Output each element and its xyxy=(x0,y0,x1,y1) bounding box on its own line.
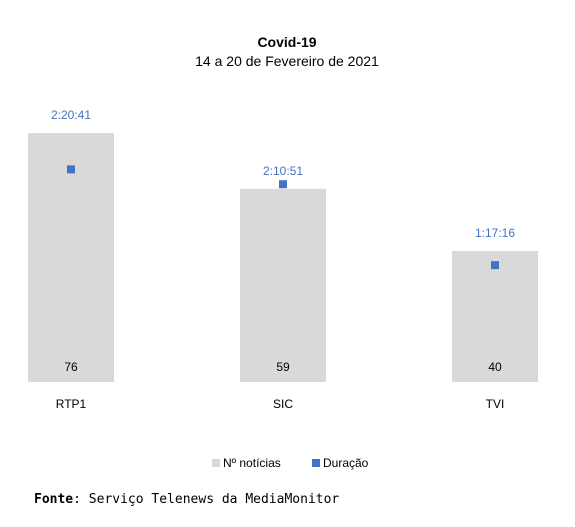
source-text: : Serviço Telenews da MediaMonitor xyxy=(73,492,340,507)
duration-marker-rtp1 xyxy=(67,165,75,174)
category-label: RTP1 xyxy=(56,397,87,411)
bar-sic xyxy=(240,188,326,382)
chart-subtitle: 14 a 20 de Fevereiro de 2021 xyxy=(195,53,379,69)
bar-tvi xyxy=(452,251,538,382)
source-label: Fonte xyxy=(34,492,74,507)
category-label: SIC xyxy=(273,397,293,411)
duration-marker-tvi xyxy=(491,261,499,270)
duration-label: 1:17:16 xyxy=(475,226,515,240)
bar-value-label: 40 xyxy=(488,360,502,374)
plot-area: 76 2:20:41 RTP1 59 2:10:51 SIC 40 1:17:16 TVI xyxy=(28,108,538,411)
legend-label-duracao: Duração xyxy=(323,456,369,470)
legend-label-noticias: Nº notícias xyxy=(223,456,281,470)
bar-rtp1 xyxy=(28,133,114,382)
bar-value-label: 59 xyxy=(276,360,290,374)
bar-value-label: 76 xyxy=(64,360,78,374)
duration-label: 2:10:51 xyxy=(263,164,303,178)
legend-swatch-duracao xyxy=(312,459,320,467)
legend-swatch-noticias xyxy=(212,459,220,467)
category-label: TVI xyxy=(486,397,505,411)
duration-marker-sic xyxy=(279,180,287,189)
chart-title: Covid-19 xyxy=(257,34,316,50)
legend: Nº notícias Duração xyxy=(212,456,369,470)
source-note: Fonte: Serviço Telenews da MediaMonitor xyxy=(34,492,339,507)
duration-label: 2:20:41 xyxy=(51,108,91,122)
